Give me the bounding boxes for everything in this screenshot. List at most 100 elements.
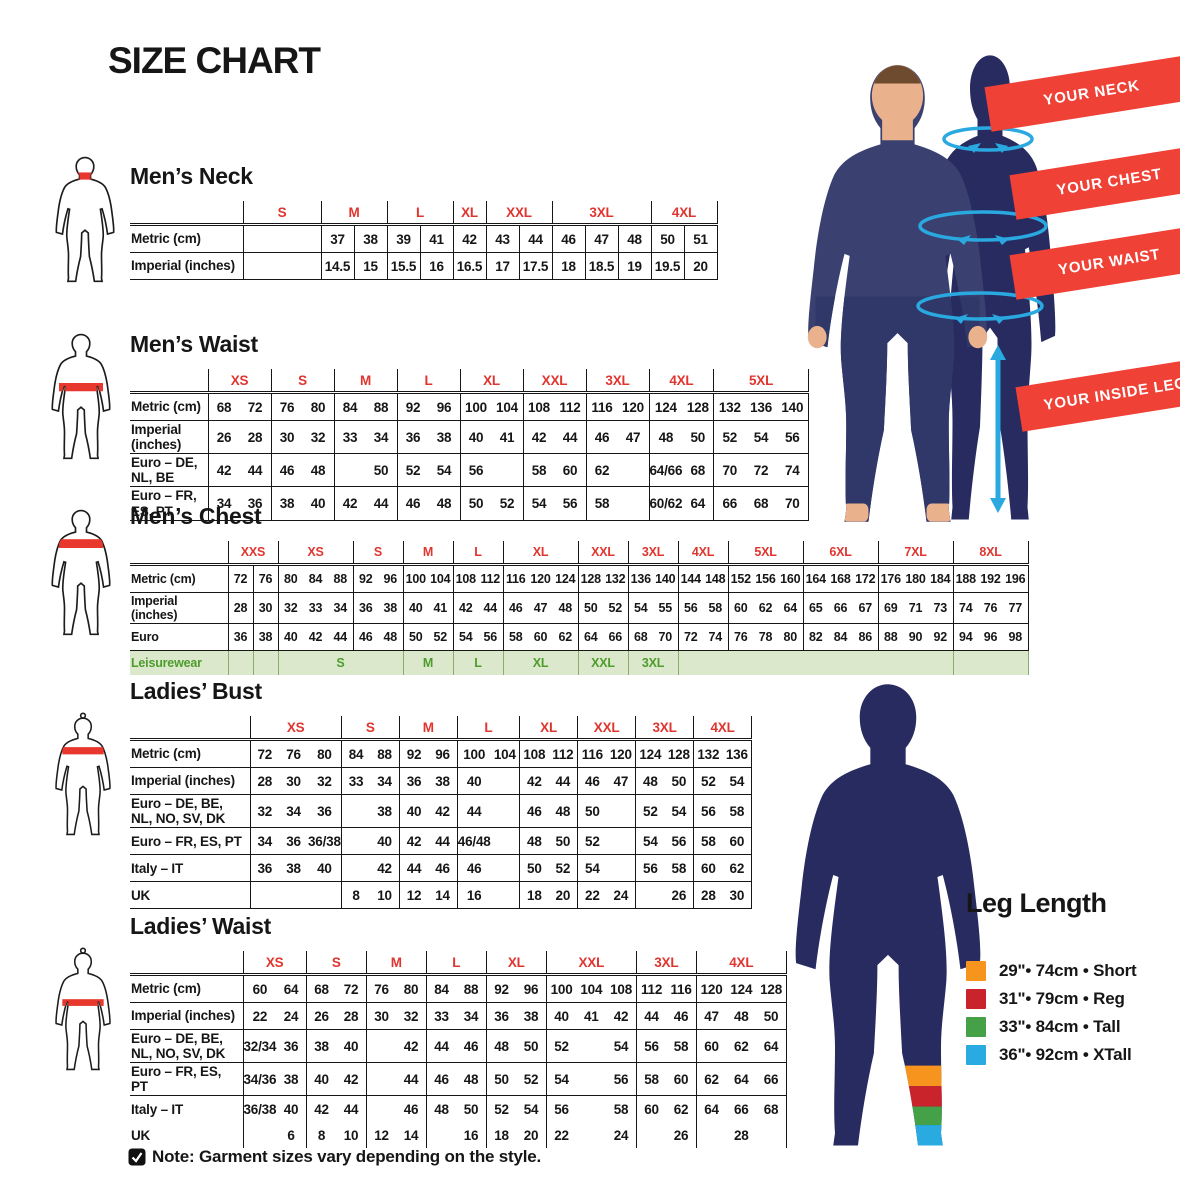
size-cell: 24 — [613, 1127, 629, 1143]
size-cell: 104 — [490, 739, 520, 768]
size-cell: 96 — [378, 564, 403, 593]
size-cell: 136 — [627, 564, 653, 593]
size-cell: 58 — [664, 854, 694, 883]
size-cell: 52 — [428, 623, 453, 651]
row-label: Italy – IT — [131, 1101, 184, 1117]
size-cell: 66 — [713, 486, 746, 521]
size-cell: 19.5 — [650, 252, 684, 280]
size-cell: 52 — [396, 453, 429, 488]
size-group-header: L — [396, 369, 460, 394]
size-cell: 96 — [978, 623, 1003, 651]
table-row: Euro – FR, ES, PT 34/36 38 40 42 44 46 48 50 52 54… — [130, 1062, 787, 1097]
row-label: Euro — [130, 623, 228, 651]
table-row: Imperial (inches) 28 30 32 33 34 36 38 40 41 42 44 4… — [130, 592, 1029, 624]
size-cell: 124 — [635, 739, 665, 768]
size-cell: 52 — [516, 1062, 547, 1097]
row-label: Euro – FR, ES, PT — [130, 486, 208, 521]
size-cell — [635, 1122, 667, 1149]
size-cell: 54 — [577, 854, 607, 883]
size-cell: 36 — [249, 854, 279, 883]
size-group-header: M — [398, 716, 458, 741]
size-cell: 62 — [753, 592, 778, 624]
size-cell: 50 — [682, 420, 714, 455]
leisure-cell: 3XL — [627, 650, 678, 675]
size-cell: 50 — [650, 224, 684, 253]
size-cell: 84 — [425, 974, 457, 1003]
size-cell: 58 — [613, 1101, 629, 1117]
size-cell: 36 — [485, 1002, 517, 1030]
size-cell: 100 — [456, 739, 491, 768]
size-cell: 58 — [693, 827, 723, 856]
size-cell: 54 — [745, 420, 777, 455]
size-cell: 68 — [305, 974, 337, 1003]
section-title: Ladies’ Bust — [130, 678, 262, 704]
note-text: Note: Garment sizes vary depending on th… — [152, 1147, 542, 1166]
size-group-header: XS — [207, 369, 271, 394]
size-cell: 180 — [903, 564, 928, 593]
row-label: Euro – DE, BE, NL, NO, SV, DK — [130, 1029, 243, 1064]
size-cell — [365, 1029, 397, 1064]
size-cell: 64 — [778, 592, 803, 624]
size-cell: 32/34 — [242, 1029, 276, 1064]
size-cell: 116 — [585, 392, 618, 421]
section-ladies-bust: Ladies’ Bust XS S M L XL XXL 3XL 4XL Metric (cm)… — [130, 678, 753, 910]
size-cell: 46 — [585, 420, 618, 455]
size-cell: 104 — [428, 564, 453, 593]
size-cell — [490, 881, 520, 910]
size-cell: 84 — [340, 739, 371, 768]
table-row: Italy – IT 36/38 40 42 44 46 48 50 52 54 56 58 60 62 6… — [130, 1095, 787, 1123]
size-cell: 86 — [853, 623, 878, 651]
size-cell: 108 — [519, 739, 549, 768]
leg-length-legend: Leg Length 29"• 74cm • Short 31"• 79cm •… — [966, 888, 1137, 1069]
size-cell: 116 — [666, 974, 697, 1003]
size-cell: 28 — [693, 881, 723, 910]
size-cell: 100 — [402, 564, 428, 593]
size-group-header: XL — [502, 541, 578, 566]
size-cell — [249, 881, 279, 910]
size-cell: 36 — [352, 592, 378, 624]
size-cell: 76 — [279, 739, 308, 768]
size-cell: 100 — [545, 974, 577, 1003]
size-cell: 84 — [333, 392, 366, 421]
size-cell: 36 — [239, 486, 271, 521]
size-cell: 88 — [456, 974, 487, 1003]
size-group-header: 4XL — [693, 716, 753, 741]
size-cell: 72 — [227, 564, 253, 593]
size-cell: 28 — [227, 592, 253, 624]
size-group-header: 5XL — [727, 541, 803, 566]
table-row: Euro – DE, NL, BE 42 44 46 48 50 52 54 56 58 60 62 6… — [130, 453, 809, 488]
size-cell: 28 — [239, 420, 271, 455]
size-cell: 128 — [756, 974, 787, 1003]
size-cell: 8 — [340, 881, 371, 910]
size-cell: 40 — [370, 827, 400, 856]
leisure-cell: XL — [502, 650, 578, 675]
size-cell: 94 — [952, 623, 978, 651]
header-spacer — [130, 201, 243, 226]
size-cell: 36 — [276, 1029, 307, 1064]
size-cell: 50 — [577, 794, 607, 829]
size-cell: 52 — [603, 592, 628, 624]
size-cell: 42 — [336, 1062, 367, 1097]
size-cell: 72 — [239, 392, 271, 421]
size-cell: 80 — [396, 974, 427, 1003]
size-cell: 52 — [577, 827, 607, 856]
mens-waist-figure — [51, 333, 111, 460]
size-cell: 54 — [722, 767, 753, 795]
size-cell: 164 — [802, 564, 828, 593]
size-group-header: XS — [249, 716, 342, 741]
size-cell: 32 — [396, 1002, 427, 1030]
size-cell: 60 — [722, 827, 753, 856]
size-cell: 44 — [365, 486, 397, 521]
size-cell: 140 — [653, 564, 678, 593]
section-mens-chest: Men’s Chest XXS XS S M L XL XXL 3XL 4XL 5XL 6XL 7XL… — [130, 503, 1029, 675]
size-cell — [576, 1096, 606, 1123]
size-cell: 15.5 — [386, 252, 420, 280]
size-cell: 120 — [695, 974, 727, 1003]
size-cell: 52 — [545, 1029, 577, 1064]
size-group-header: 3XL — [585, 369, 649, 394]
size-cell: 66 — [733, 1101, 749, 1117]
ladies-bust-figure — [55, 712, 111, 836]
size-cell: 80 — [277, 564, 303, 593]
size-cell: 16 — [456, 881, 491, 910]
size-cell: 50 — [577, 592, 603, 624]
